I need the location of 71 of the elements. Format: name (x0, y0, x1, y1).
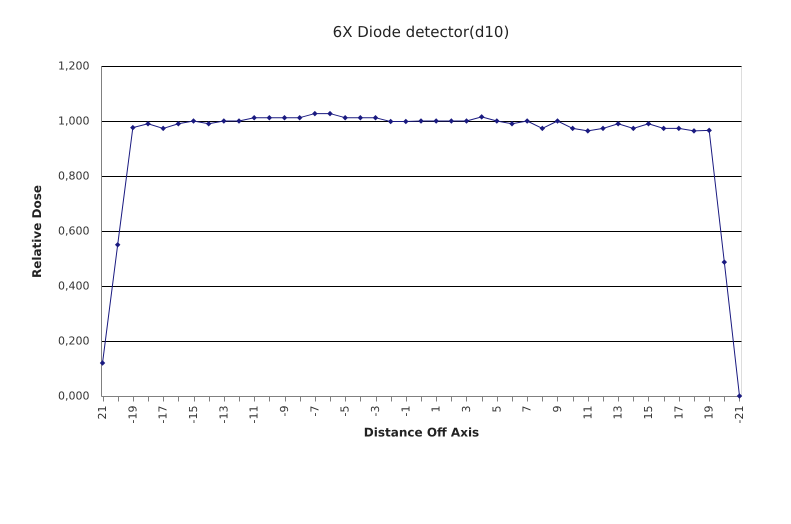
x-tick-label: 13 (612, 406, 625, 420)
point (388, 118, 394, 124)
point (206, 121, 212, 126)
point (145, 121, 151, 126)
point (266, 114, 272, 120)
x-tick-label: 3 (460, 406, 473, 412)
point (372, 114, 378, 120)
point (403, 118, 409, 124)
x-tick-label: 17 (672, 406, 686, 420)
x-tick-label: -21 (732, 406, 746, 424)
point (358, 114, 364, 120)
point (160, 126, 166, 132)
y-axis-title: Relative Dose (30, 184, 44, 278)
y-tick-label: 0,200 (58, 334, 90, 348)
point (464, 118, 470, 124)
y-tick-label: 0,800 (58, 170, 90, 182)
point (570, 126, 576, 132)
point (706, 128, 712, 134)
point (630, 126, 636, 132)
y-tick-label: 0,000 (58, 390, 90, 402)
x-tick-label: -13 (217, 406, 230, 424)
x-tick-label: 15 (642, 406, 655, 420)
x-tick-label: 5 (490, 406, 504, 412)
x-tick-label: 1 (430, 406, 443, 412)
point (600, 126, 606, 132)
point (585, 128, 591, 134)
point (190, 118, 196, 124)
y-tick-label: 0,600 (58, 224, 90, 238)
point (676, 126, 682, 132)
y-tick-label: 1,200 (58, 60, 90, 72)
point (130, 124, 136, 130)
chart-title: 6X Diode detector(d10) (332, 23, 510, 41)
x-tick-label: 7 (520, 406, 534, 412)
x-tick-label: -9 (278, 406, 292, 416)
point (524, 118, 530, 124)
point (282, 114, 288, 120)
x-tick-label: 21 (96, 406, 110, 420)
point (722, 259, 728, 265)
x-tick-label: -5 (338, 406, 352, 416)
point (312, 110, 318, 116)
point (251, 114, 257, 120)
point (736, 393, 742, 399)
point (691, 128, 697, 134)
x-tick-label: -1 (399, 406, 412, 416)
x-tick-label: 11 (581, 406, 594, 420)
point (176, 121, 182, 126)
y-tick-label: 0,400 (58, 280, 90, 292)
y-tick-label: 1,000 (58, 114, 90, 128)
point (615, 121, 621, 126)
point (660, 126, 666, 132)
x-tick-label: 9 (550, 406, 564, 412)
point (114, 242, 120, 248)
x-tick-label: -19 (126, 406, 140, 424)
point (327, 110, 333, 116)
point (100, 360, 106, 366)
point (342, 114, 348, 120)
x-tick-label: -15 (187, 406, 200, 424)
point (646, 121, 652, 126)
point (494, 118, 500, 124)
point (236, 118, 242, 124)
point (296, 114, 302, 120)
point (418, 118, 424, 124)
x-tick-label: -17 (156, 406, 170, 424)
x-axis-title: Distance Off Axis (364, 425, 480, 440)
x-tick-label: -3 (369, 406, 382, 416)
point (478, 114, 484, 120)
x-tick-label: -11 (248, 406, 261, 424)
point (554, 118, 560, 124)
point (540, 126, 546, 132)
x-tick-label: 19 (702, 406, 716, 420)
x-tick-label: -7 (308, 406, 322, 416)
